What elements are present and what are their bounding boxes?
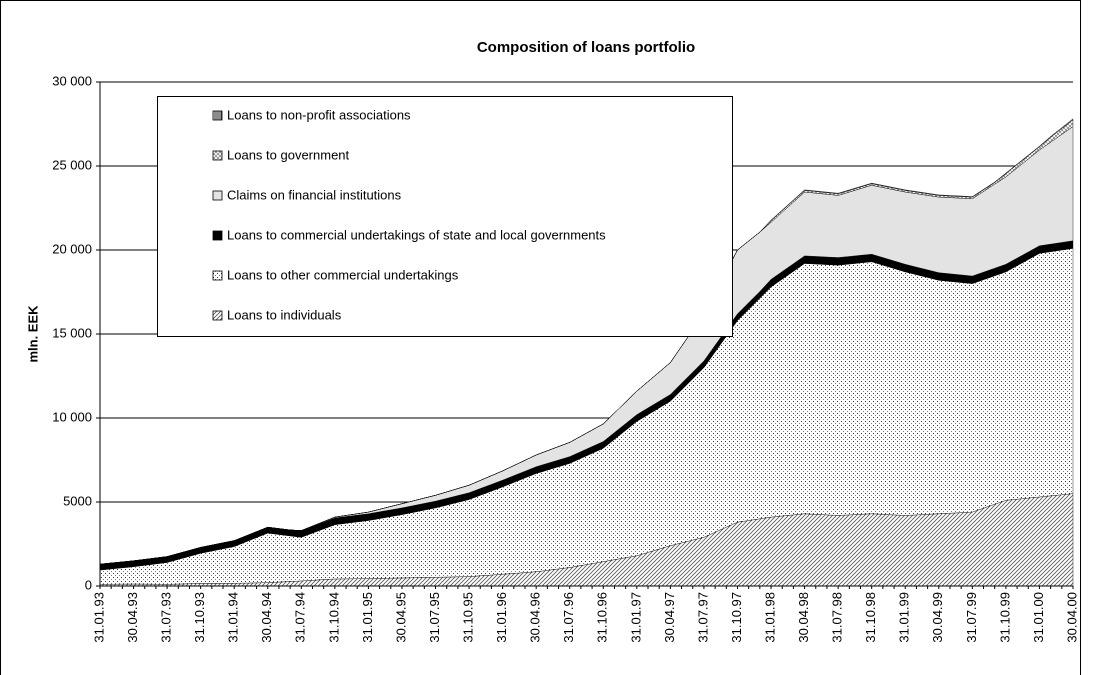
- y-axis-label: mln. EEK: [25, 305, 40, 363]
- x-tick-label: 31.07.98: [830, 592, 845, 643]
- plot-areas: [99, 118, 1074, 587]
- x-tick-label: 30.04.95: [393, 592, 408, 643]
- x-tick-label: 31.01.95: [360, 592, 375, 643]
- legend-label: Claims on financial institutions: [227, 187, 402, 202]
- x-tick-label: 31.07.95: [427, 592, 442, 643]
- x-tick-label: 31.10.97: [729, 592, 744, 643]
- x-tick-label: 31.01.98: [762, 592, 777, 643]
- x-tick-label: 31.10.95: [461, 592, 476, 643]
- legend-label: Loans to commercial undertakings of stat…: [227, 227, 606, 242]
- x-tick-label: 31.10.99: [997, 592, 1012, 643]
- legend: Loans to non-profit associations Loans to…: [157, 96, 733, 337]
- y-tick-label: 0: [85, 577, 92, 592]
- legend-label: Loans to individuals: [227, 307, 342, 322]
- x-tick-label: 31.07.97: [695, 592, 710, 643]
- axes: 0 5000 10 000 15 000 20 000 25 000 30 000 31.01…: [52, 73, 1079, 642]
- legend-swatch: [212, 190, 223, 201]
- legend-swatch: [212, 230, 223, 241]
- x-tick-label: 31.01.00: [1031, 592, 1046, 643]
- x-tick-label: 31.07.96: [561, 592, 576, 643]
- x-tick-label: 31.01.97: [628, 592, 643, 643]
- y-tick-label: 20 000: [52, 241, 92, 256]
- x-tick-label: 31.10.96: [595, 592, 610, 643]
- area: [99, 118, 1074, 565]
- x-tick-label: 30.04.96: [528, 592, 543, 643]
- x-tick-label: 30.04.93: [125, 592, 140, 643]
- legend-label: Loans to non-profit associations: [227, 107, 411, 122]
- x-tick-label: 30.04.97: [662, 592, 677, 643]
- x-tick-label: 31.01.96: [494, 592, 509, 643]
- legend-label: Loans to government: [227, 147, 350, 162]
- x-tick-label: 31.01.94: [226, 592, 241, 643]
- chart-title: Composition of loans portfolio: [477, 39, 695, 56]
- y-tick-label: 25 000: [52, 157, 92, 172]
- legend-swatch: [212, 270, 223, 281]
- legend-swatch: [212, 110, 223, 121]
- y-tick-label: 10 000: [52, 409, 92, 424]
- y-tick-label: 5000: [63, 493, 92, 508]
- x-tick-label: 31.01.99: [897, 592, 912, 643]
- y-tick-label: 30 000: [52, 73, 92, 88]
- y-tick-label: 15 000: [52, 325, 92, 340]
- x-tick-label: 30.04.98: [796, 592, 811, 643]
- x-tick-label: 31.10.93: [192, 592, 207, 643]
- x-tick-label: 31.01.93: [91, 592, 106, 643]
- legend-swatch: [212, 150, 223, 161]
- x-tick-label: 30.04.99: [930, 592, 945, 643]
- legend-box: [157, 96, 733, 337]
- x-tick-label: 31.10.94: [326, 592, 341, 643]
- legend-label: Loans to other commercial undertakings: [227, 267, 459, 282]
- x-tick-label: 31.07.94: [293, 592, 308, 643]
- x-tick-label: 31.07.99: [964, 592, 979, 643]
- x-tick-label: 30.04.94: [259, 592, 274, 643]
- x-tick-label: 30.04.00: [1064, 592, 1079, 643]
- x-tick-label: 31.07.93: [159, 592, 174, 643]
- x-tick-label: 31.10.98: [863, 592, 878, 643]
- legend-swatch: [212, 310, 223, 321]
